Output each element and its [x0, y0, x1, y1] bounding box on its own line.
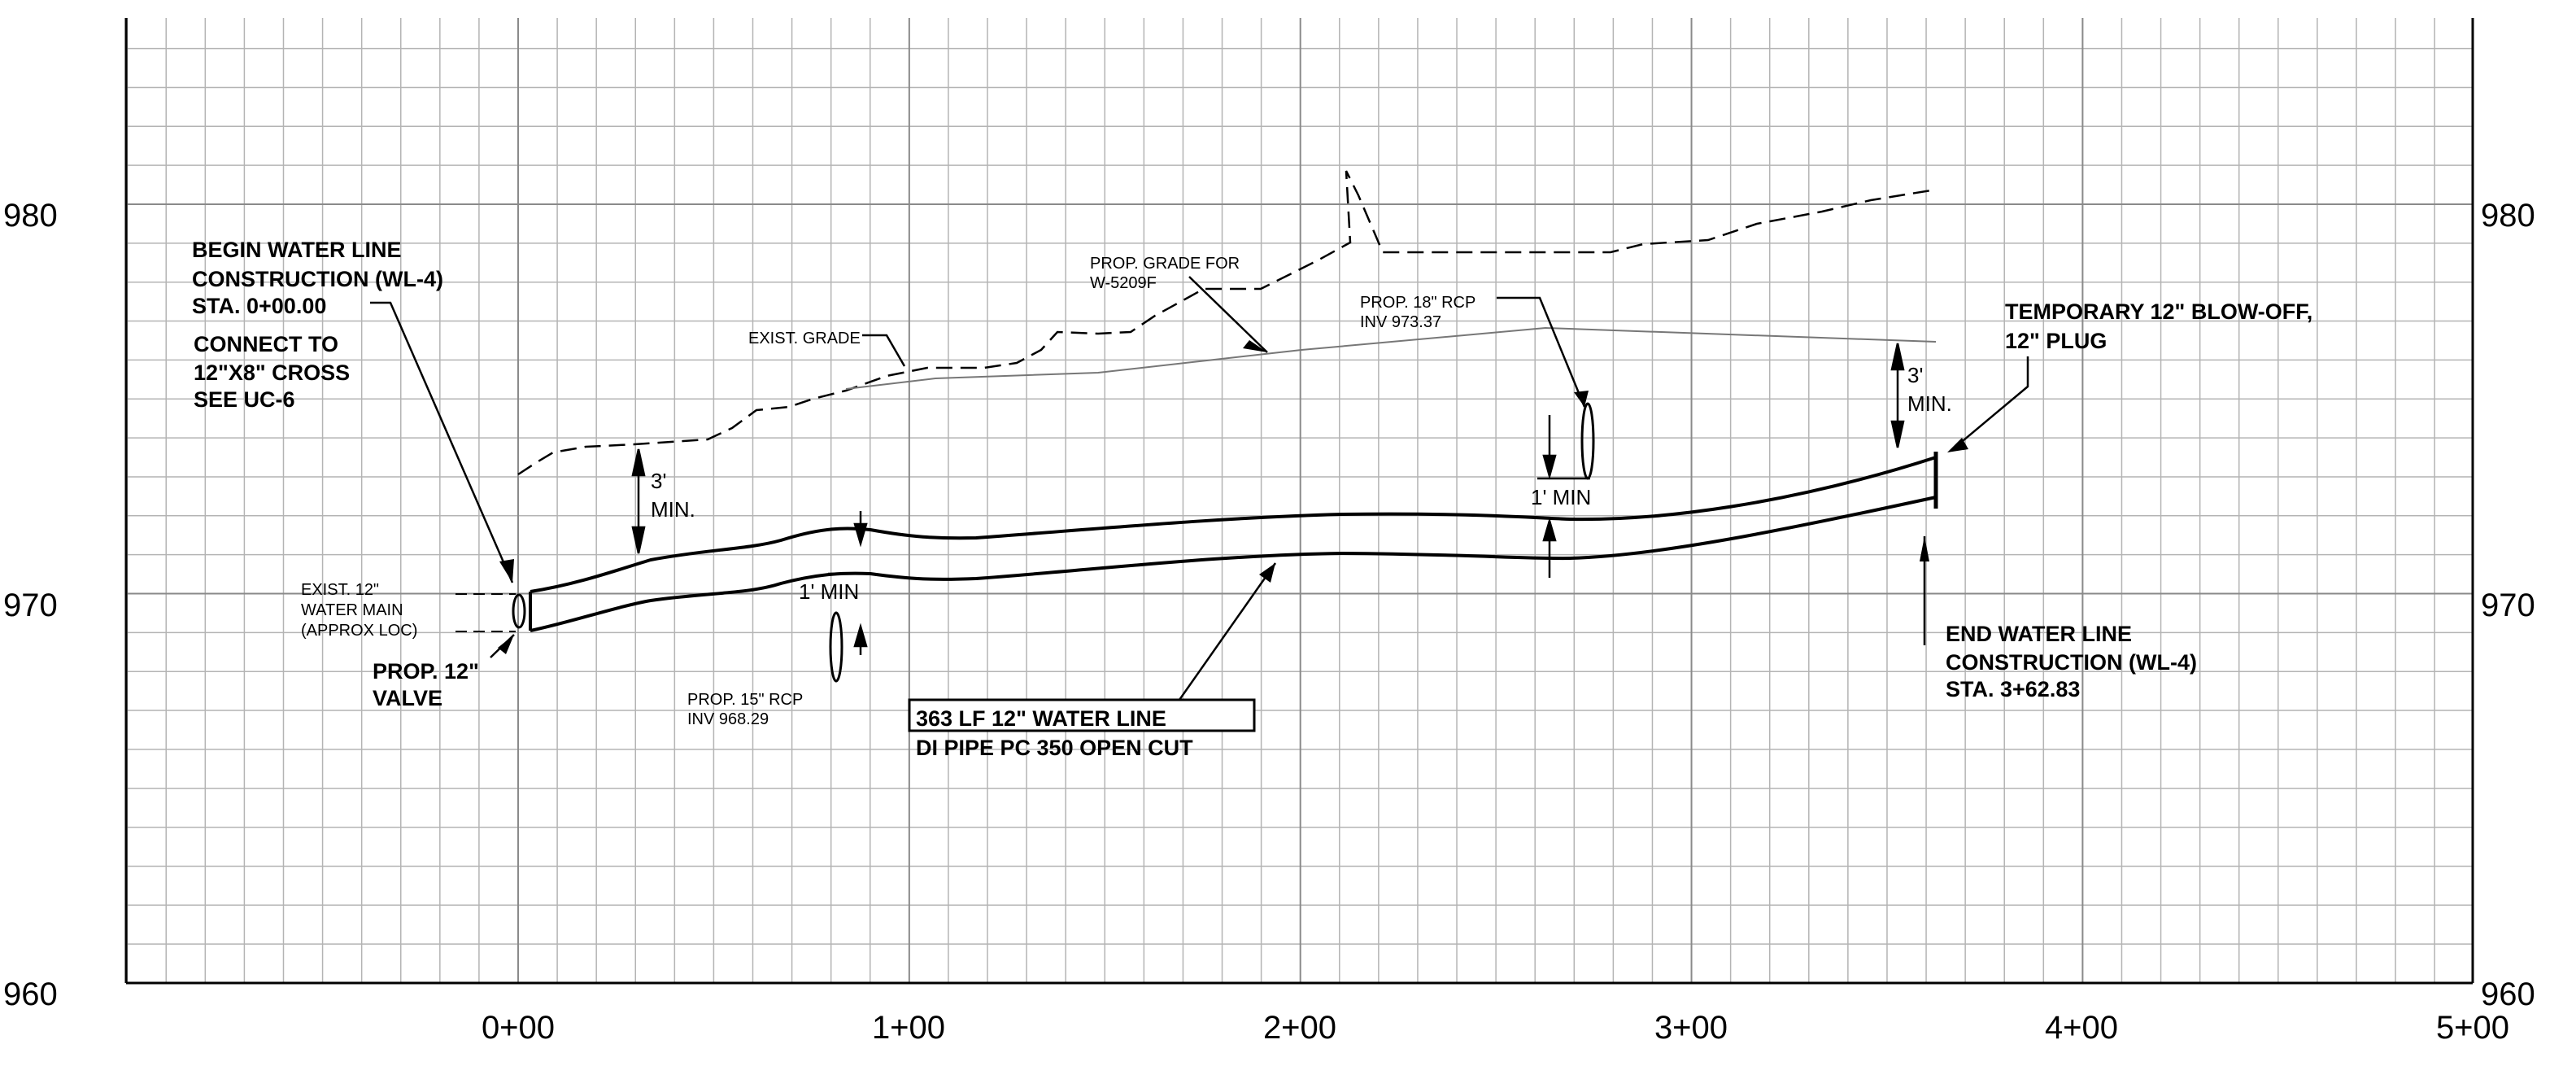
note-exist-main-line-2: WATER MAIN [301, 601, 403, 619]
sep-15-dim: 1' MIN [799, 579, 859, 604]
note-exist-grade: EXIST. GRADE [748, 330, 861, 347]
note-connect: CONNECT TO 12"X8" CROSS SEE UC-6 [194, 332, 350, 412]
note-rcp-18-line-2: INV 973.37 [1360, 313, 1441, 331]
note-exist-main-line-1: EXIST. 12" [301, 581, 379, 599]
rcp-15-section [829, 611, 843, 683]
station-label-2: 2+00 [1263, 1010, 1336, 1046]
elev-label-970-left: 970 [3, 588, 58, 623]
water-line-pipe [529, 452, 1938, 632]
note-prop-grade-line-1: PROP. GRADE FOR [1090, 255, 1240, 273]
note-begin-line-1: BEGIN WATER LINE [192, 238, 402, 262]
note-rcp-18-line-1: PROP. 18" RCP [1360, 294, 1475, 312]
note-rcp-15: PROP. 15" RCP INV 968.29 [687, 691, 803, 728]
station-label-0: 0+00 [482, 1010, 555, 1046]
dimension-marks [631, 343, 1905, 655]
rcp-18-section [1580, 402, 1595, 480]
note-prop-grade-line-2: W-5209F [1090, 274, 1157, 292]
pipe-callout-line-1: 363 LF 12" WATER LINE [916, 706, 1166, 731]
station-label-4: 4+00 [2045, 1010, 2118, 1046]
elevation-labels: 980 970 960 980 970 960 [3, 198, 2535, 1012]
note-exist-main: EXIST. 12" WATER MAIN (APPROX LOC) [301, 581, 417, 640]
frame [124, 18, 2474, 985]
leader-arrowheads [498, 340, 1968, 654]
leader-lines [370, 276, 2029, 701]
note-exist-main-line-3: (APPROX LOC) [301, 622, 417, 640]
note-end: END WATER LINE CONSTRUCTION (WL-4) STA. … [1946, 622, 2197, 701]
cover-left-dim-2: MIN. [651, 497, 695, 522]
note-rcp-15-line-2: INV 968.29 [687, 710, 769, 728]
note-begin-line-3: STA. 0+00.00 [192, 294, 326, 318]
elev-label-960-right: 960 [2481, 976, 2535, 1012]
note-valve: PROP. 12" VALVE [373, 659, 479, 710]
cover-left-dim-1: 3' [651, 469, 666, 493]
note-end-line-2: CONSTRUCTION (WL-4) [1946, 650, 2197, 675]
pipe-callout-box [908, 698, 1256, 732]
cover-right-dim-1: 3' [1907, 363, 1923, 387]
pipe-callout-line-2: DI PIPE PC 350 OPEN CUT [916, 736, 1193, 760]
note-begin-line-2: CONSTRUCTION (WL-4) [192, 267, 443, 291]
note-rcp-18: PROP. 18" RCP INV 973.37 [1360, 294, 1475, 331]
pipe-callout: 363 LF 12" WATER LINE DI PIPE PC 350 OPE… [908, 698, 1256, 760]
note-valve-line-1: PROP. 12" [373, 659, 479, 684]
station-label-5: 5+00 [2436, 1010, 2509, 1046]
note-connect-line-3: SEE UC-6 [194, 387, 295, 412]
note-blowoff-line-1: TEMPORARY 12" BLOW-OFF, [2005, 299, 2312, 324]
elev-label-970-right: 970 [2481, 588, 2535, 623]
note-connect-line-1: CONNECT TO [194, 332, 338, 356]
note-end-line-1: END WATER LINE [1946, 622, 2132, 646]
elev-label-980-right: 980 [2481, 198, 2535, 234]
note-prop-grade: PROP. GRADE FOR W-5209F [1090, 255, 1240, 292]
existing-grade-line [517, 170, 1937, 476]
note-end-line-3: STA. 3+62.83 [1946, 677, 2080, 701]
grid-minor [126, 18, 2473, 983]
note-valve-line-2: VALVE [373, 686, 442, 710]
sep-18-dim: 1' MIN [1531, 485, 1591, 509]
elev-label-980-left: 980 [3, 198, 58, 234]
water-main-connection [455, 593, 526, 632]
note-blowoff-line-2: 12" PLUG [2005, 329, 2107, 353]
exist-water-main-section [512, 593, 526, 629]
note-blowoff: TEMPORARY 12" BLOW-OFF, 12" PLUG [2005, 299, 2312, 353]
elev-label-960-left: 960 [3, 976, 58, 1012]
grid-major [126, 18, 2473, 984]
station-labels: 0+00 1+00 2+00 3+00 4+00 5+00 [482, 1010, 2509, 1046]
note-rcp-15-line-1: PROP. 15" RCP [687, 691, 803, 709]
proposed-grade-line [845, 326, 1937, 390]
station-label-1: 1+00 [872, 1010, 945, 1046]
note-connect-line-2: 12"X8" CROSS [194, 360, 350, 385]
station-label-3: 3+00 [1654, 1010, 1728, 1046]
note-begin: BEGIN WATER LINE CONSTRUCTION (WL-4) STA… [192, 238, 443, 318]
cover-right-dim-2: MIN. [1907, 391, 1952, 416]
